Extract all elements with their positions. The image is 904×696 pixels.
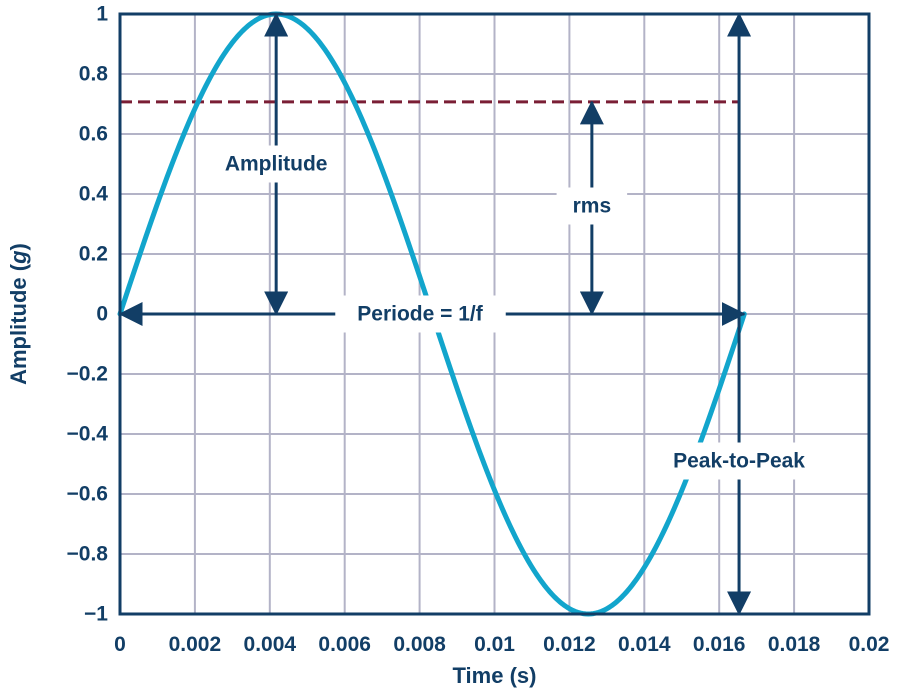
amplitude-label: Amplitude xyxy=(225,153,328,176)
x-tick-label: 0.016 xyxy=(693,633,746,656)
x-tick-label: 0.01 xyxy=(474,633,515,656)
y-tick-label: 0.4 xyxy=(79,183,109,206)
axis-label-layer: Time (s) Amplitude (g) xyxy=(6,243,536,688)
rms-label-background xyxy=(556,187,628,225)
y-axis-title-prefix: Amplitude ( xyxy=(6,263,31,385)
amplitude-label-background xyxy=(222,145,330,183)
plot-frame xyxy=(118,12,871,616)
y-tick-label: −0.6 xyxy=(67,483,108,506)
y-tick-label: −0.4 xyxy=(67,423,109,446)
period-label-background xyxy=(335,295,506,333)
x-tick-label: 0.012 xyxy=(543,633,596,656)
tick-label-layer: 0 0.002 0.004 0.006 0.008 0.01 0.012 0.014 0.016… xyxy=(67,3,890,657)
y-tick-label: −0.2 xyxy=(67,363,108,386)
y-axis-title: Amplitude (g) xyxy=(6,243,31,385)
x-tick-label: 0.008 xyxy=(393,633,446,656)
y-tick-label: 0.8 xyxy=(79,63,109,86)
x-tick-label: 0.014 xyxy=(618,633,671,656)
x-tick-label: 0.004 xyxy=(244,633,297,656)
x-tick-label: 0.018 xyxy=(768,633,821,656)
x-tick-label: 0.02 xyxy=(849,633,890,656)
peak-to-peak-label-background xyxy=(661,442,818,480)
y-axis-title-unit: g xyxy=(6,250,31,265)
y-tick-label: 0.2 xyxy=(79,243,108,266)
period-label: Periode = 1/f xyxy=(357,303,483,326)
rms-label: rms xyxy=(573,195,612,218)
x-axis-title: Time (s) xyxy=(453,663,537,688)
peak-to-peak-label: Peak-to-Peak xyxy=(673,450,805,473)
y-tick-label: 1 xyxy=(96,3,108,26)
y-axis-title-suffix: ) xyxy=(6,243,31,250)
x-tick-label: 0 xyxy=(114,633,126,656)
y-tick-label: −1 xyxy=(84,603,108,626)
x-tick-label: 0.006 xyxy=(318,633,371,656)
y-tick-label: 0 xyxy=(96,303,108,326)
y-tick-label: −0.8 xyxy=(67,543,109,566)
y-tick-label: 0.6 xyxy=(79,123,108,146)
annotation-layer: Amplitude rms Periode = 1/f Peak-to-Peak xyxy=(118,12,818,616)
x-tick-label: 0.002 xyxy=(169,633,222,656)
plot-frame-layer xyxy=(118,12,871,616)
